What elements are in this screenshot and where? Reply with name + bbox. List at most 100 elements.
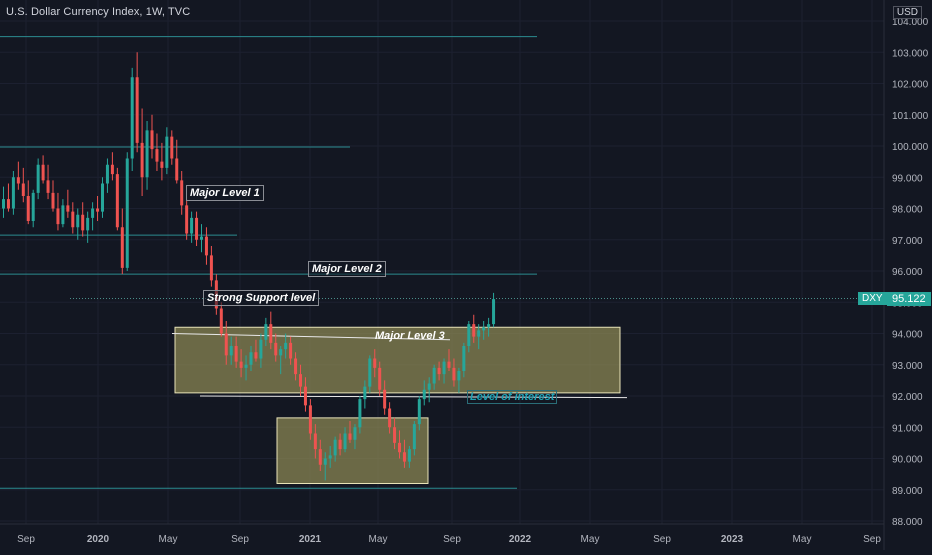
candle-body [145,130,149,178]
currency-badge[interactable]: USD [892,6,922,19]
candle-body [244,364,248,368]
candle-body [26,196,30,221]
candle-body [402,452,406,462]
annotation-level-of-interest[interactable]: Level of interest [467,390,558,404]
candle-body [363,386,367,400]
candle-body [398,442,401,453]
candle-body [36,164,40,193]
candle-body [209,255,213,281]
candle-body [422,389,426,400]
candle-body [130,77,134,159]
candle-body [16,177,20,184]
candle-body [427,383,431,390]
annotation-strong-support[interactable]: Strong Support level [203,290,320,306]
candle-body [437,367,441,375]
candle-body [41,164,45,181]
chart-title: U.S. Dollar Currency Index, 1W, TVC [6,6,191,18]
annotation-major-level-1[interactable]: Major Level 1 [186,185,264,201]
ticker-symbol-tag: DXY [858,292,887,305]
candle-body [11,177,15,209]
candle-body [308,405,312,434]
zones [174,326,621,484]
candle-body [81,214,85,231]
y-tick-label: 91.000 [892,423,923,434]
candle-body [393,427,397,443]
candle-body [467,324,471,346]
candle-body [110,164,114,175]
candle-body [219,308,223,334]
candle-body [348,433,352,440]
candle-body [477,330,481,337]
candle-body [442,361,446,375]
y-tick-label: 90.000 [892,455,923,466]
y-tick-label: 101.000 [892,111,929,122]
candle-body [407,449,411,462]
x-tick-label: 2021 [299,534,322,545]
candle-body [150,130,154,150]
candle-body [432,367,436,384]
candle-body [86,217,90,231]
candle-body [125,158,129,268]
x-tick-label: Sep [231,534,249,545]
candle-body [274,342,278,356]
x-tick-label: May [369,534,388,545]
y-tick-label: 102.000 [892,80,929,91]
candle-body [412,424,416,450]
candle-body [115,174,119,228]
candle-body [61,205,65,225]
candle-body [417,399,421,425]
candle-body [313,433,317,450]
candle-body [383,389,387,409]
candle-body [378,367,382,390]
candle-body [462,346,466,371]
candle-body [388,408,392,428]
candle-body [96,208,100,212]
candles [2,52,496,481]
candle-body [180,180,184,206]
candle-body [487,324,491,328]
candle-body [120,227,124,268]
candle-body [21,183,25,196]
candle-body [56,208,60,225]
candle-body [323,458,327,465]
x-tick-label: May [581,534,600,545]
candle-body [195,217,199,240]
candle-body [229,346,233,356]
candle-body [2,199,5,209]
candle-body [482,327,486,331]
x-tick-label: Sep [863,534,881,545]
candle-body [279,349,283,356]
candle-body [328,455,332,459]
candle-body [200,236,203,240]
y-tick-label: 104.000 [892,17,929,28]
candle-body [269,324,273,343]
candle-body [249,352,253,365]
candle-body [170,136,174,159]
candle-body [264,324,268,340]
candle-body [155,149,159,162]
candle-body [31,192,35,221]
x-tick-label: Sep [17,534,35,545]
candle-body [66,205,70,212]
x-tick-label: 2020 [87,534,110,545]
annotation-major-level-3[interactable]: Major Level 3 [375,330,445,342]
candle-body [457,371,461,381]
candle-body [224,333,228,356]
candle-body [71,211,75,228]
candle-body [358,399,362,428]
candle-body [105,164,109,184]
y-axis: 88.000 89.000 90.000 91.000 92.000 93.000 94.0… [883,0,929,550]
y-tick-label: 94.000 [892,330,923,341]
last-price-tag: 95.122 [887,292,931,306]
y-tick-label: 97.000 [892,236,923,247]
candle-body [259,339,263,359]
candle-body [447,361,451,368]
candle-body [299,374,302,387]
candle-body [472,324,476,337]
candle-body [303,386,307,406]
level-of-interest-line [199,395,628,399]
candle-body [140,142,144,178]
annotation-major-level-2[interactable]: Major Level 2 [308,261,386,277]
